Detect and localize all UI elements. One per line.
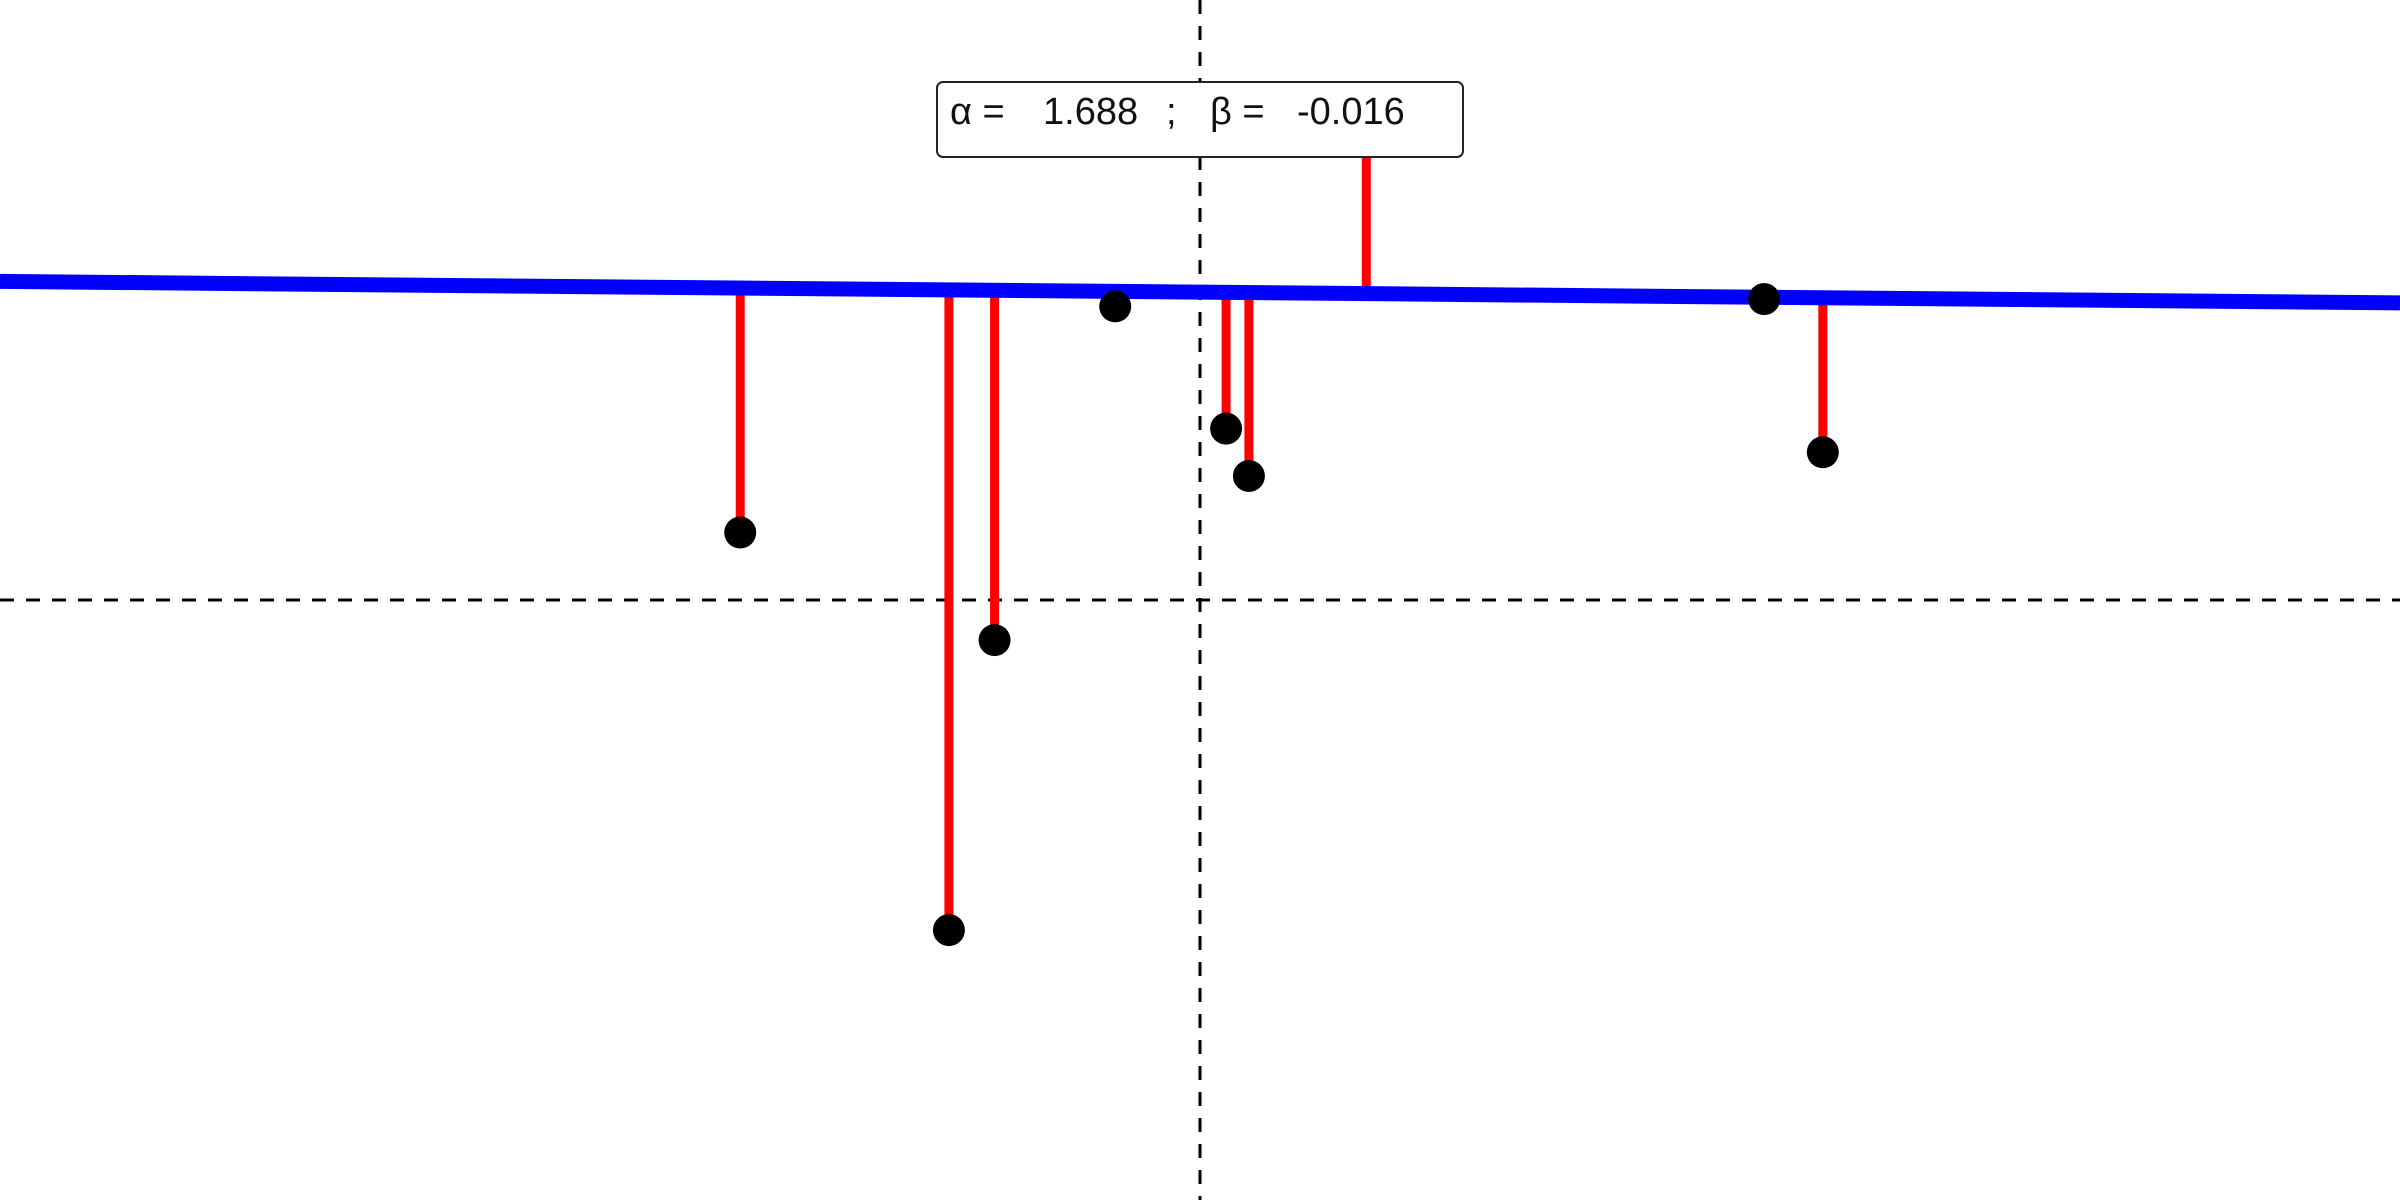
point <box>1099 290 1132 323</box>
point <box>724 516 757 549</box>
point <box>1748 283 1781 316</box>
alpha-label: α = <box>950 91 1005 133</box>
point <box>1210 412 1243 445</box>
point <box>1806 436 1839 469</box>
regression-line <box>0 273 2400 311</box>
point <box>1232 459 1265 492</box>
beta-value: -0.016 <box>1297 91 1405 133</box>
point <box>978 624 1011 657</box>
separator: ; <box>1166 91 1177 133</box>
beta-label: β = <box>1210 91 1265 133</box>
annotation-box <box>936 81 1464 158</box>
point <box>932 914 965 947</box>
alpha-value: 1.688 <box>1043 91 1138 133</box>
